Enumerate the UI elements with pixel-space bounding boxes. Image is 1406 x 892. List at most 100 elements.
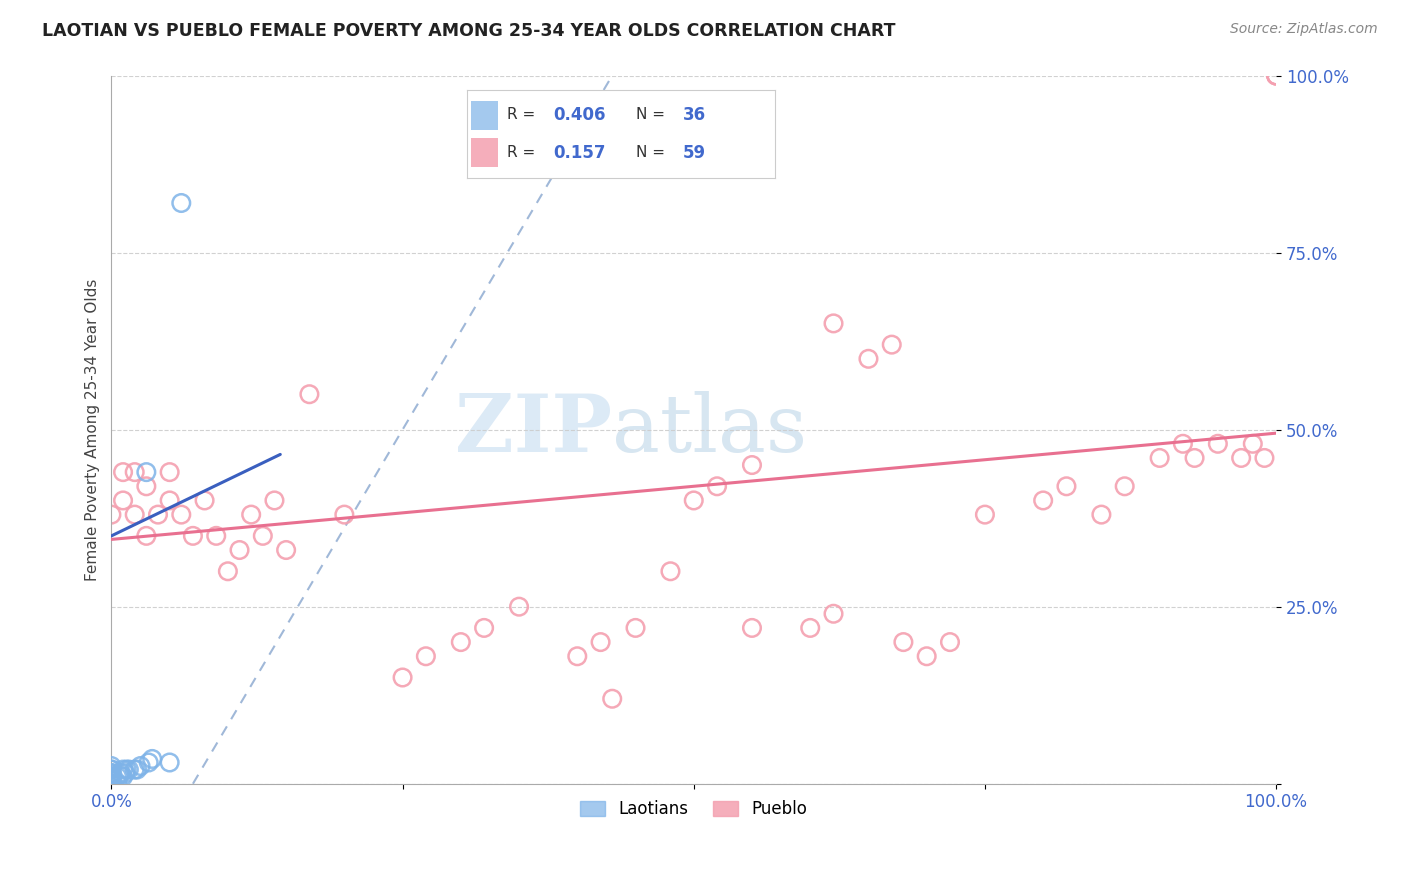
Point	[1206, 437, 1229, 451]
Point	[1090, 508, 1112, 522]
Point	[159, 756, 181, 770]
Point	[252, 529, 274, 543]
Point	[194, 493, 217, 508]
Point	[472, 621, 495, 635]
Point	[240, 508, 263, 522]
Point	[170, 508, 193, 522]
Text: ZIP: ZIP	[456, 391, 612, 468]
Point	[100, 759, 122, 773]
Point	[115, 763, 138, 777]
Point	[124, 465, 146, 479]
Point	[682, 493, 704, 508]
Point	[880, 337, 903, 351]
Text: Source: ZipAtlas.com: Source: ZipAtlas.com	[1230, 22, 1378, 37]
Point	[100, 508, 122, 522]
Point	[1114, 479, 1136, 493]
Point	[141, 752, 163, 766]
Point	[508, 599, 530, 614]
Point	[823, 317, 845, 331]
Point	[1265, 69, 1288, 83]
Point	[263, 493, 285, 508]
Point	[108, 768, 131, 782]
Point	[450, 635, 472, 649]
Point	[146, 508, 169, 522]
Point	[135, 529, 157, 543]
Point	[100, 770, 122, 784]
Point	[100, 777, 122, 791]
Point	[706, 479, 728, 493]
Point	[125, 763, 148, 777]
Point	[100, 773, 122, 788]
Point	[415, 649, 437, 664]
Legend: Laotians, Pueblo: Laotians, Pueblo	[574, 794, 814, 825]
Point	[112, 763, 135, 777]
Point	[1184, 450, 1206, 465]
Point	[391, 671, 413, 685]
Point	[194, 812, 217, 826]
Point	[112, 493, 135, 508]
Point	[129, 759, 152, 773]
Point	[100, 777, 122, 791]
Point	[600, 691, 623, 706]
Point	[100, 773, 122, 788]
Point	[110, 766, 132, 780]
Point	[105, 770, 128, 784]
Point	[858, 351, 880, 366]
Point	[1149, 450, 1171, 465]
Point	[100, 763, 122, 777]
Point	[138, 756, 160, 770]
Point	[915, 649, 938, 664]
Point	[135, 479, 157, 493]
Point	[118, 763, 141, 777]
Point	[100, 777, 122, 791]
Point	[1056, 479, 1078, 493]
Point	[589, 635, 612, 649]
Point	[100, 770, 122, 784]
Point	[1265, 69, 1288, 83]
Point	[823, 607, 845, 621]
Point	[624, 621, 647, 635]
Point	[1171, 437, 1194, 451]
Point	[1241, 437, 1264, 451]
Point	[100, 771, 122, 785]
Point	[135, 465, 157, 479]
Point	[105, 777, 128, 791]
Point	[567, 649, 589, 664]
Y-axis label: Female Poverty Among 25-34 Year Olds: Female Poverty Among 25-34 Year Olds	[86, 278, 100, 581]
Text: atlas: atlas	[612, 391, 807, 468]
Point	[1265, 69, 1288, 83]
Point	[170, 196, 193, 211]
Point	[1230, 450, 1253, 465]
Point	[974, 508, 997, 522]
Point	[274, 543, 297, 558]
Point	[939, 635, 962, 649]
Point	[100, 777, 122, 791]
Point	[100, 777, 122, 791]
Point	[228, 543, 250, 558]
Point	[124, 508, 146, 522]
Point	[100, 768, 122, 782]
Point	[741, 458, 763, 472]
Point	[159, 465, 181, 479]
Point	[181, 529, 204, 543]
Point	[1032, 493, 1054, 508]
Point	[100, 772, 122, 786]
Point	[112, 465, 135, 479]
Point	[124, 763, 146, 777]
Point	[659, 564, 682, 578]
Point	[741, 621, 763, 635]
Point	[893, 635, 915, 649]
Point	[333, 508, 356, 522]
Point	[100, 766, 122, 780]
Point	[1253, 450, 1275, 465]
Point	[159, 493, 181, 508]
Point	[100, 777, 122, 791]
Point	[298, 387, 321, 401]
Point	[799, 621, 821, 635]
Point	[100, 766, 122, 780]
Point	[114, 766, 136, 780]
Point	[100, 763, 122, 777]
Text: LAOTIAN VS PUEBLO FEMALE POVERTY AMONG 25-34 YEAR OLDS CORRELATION CHART: LAOTIAN VS PUEBLO FEMALE POVERTY AMONG 2…	[42, 22, 896, 40]
Point	[217, 564, 239, 578]
Point	[112, 770, 135, 784]
